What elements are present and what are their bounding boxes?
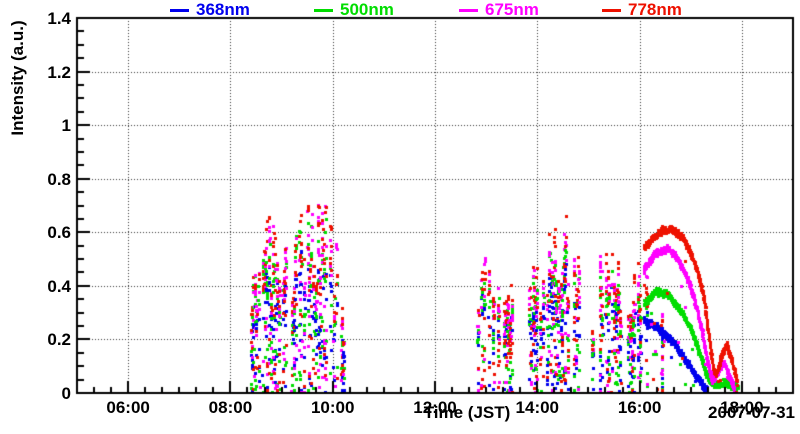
legend-item-778nm: 778nm <box>602 0 682 19</box>
x-tick-label: 16:00 <box>617 398 662 417</box>
x-tick-label: 18:00 <box>720 398 764 417</box>
legend-label: 675nm <box>485 0 539 19</box>
x-tick-label: 12:00 <box>413 398 457 417</box>
y-tick-label: 0.4 <box>47 276 71 296</box>
legend-item-368nm: 368nm <box>170 0 250 19</box>
x-tick-label: 08:00 <box>208 398 253 417</box>
legend-item-675nm: 675nm <box>459 0 539 19</box>
legend-line-icon <box>459 8 478 12</box>
x-tick-label: 06:00 <box>106 398 150 417</box>
legend-line-icon <box>170 8 189 12</box>
y-tick-label: 1 <box>61 116 71 136</box>
legend-item-500nm: 500nm <box>314 0 394 19</box>
y-tick-label: 1.4 <box>47 9 71 28</box>
y-tick-label: 0.6 <box>47 223 71 243</box>
legend-label: 368nm <box>196 0 250 19</box>
x-tick-label: 14:00 <box>515 398 560 417</box>
y-tick-label: 1.2 <box>47 62 71 82</box>
x-axis-title: Time (JST) <box>423 403 511 422</box>
legend: 368nm 500nm 675nm 778nm <box>0 0 800 21</box>
legend-label: 500nm <box>340 0 394 19</box>
y-tick-label: 0 <box>61 384 71 403</box>
date-label: 2007-07-31 <box>708 403 795 422</box>
y-tick-label: 0.2 <box>47 330 71 350</box>
legend-label: 778nm <box>628 0 682 19</box>
y-tick-label: 0.8 <box>47 169 71 189</box>
legend-line-icon <box>602 8 621 12</box>
x-tick-label: 10:00 <box>310 398 355 417</box>
legend-line-icon <box>314 8 333 12</box>
